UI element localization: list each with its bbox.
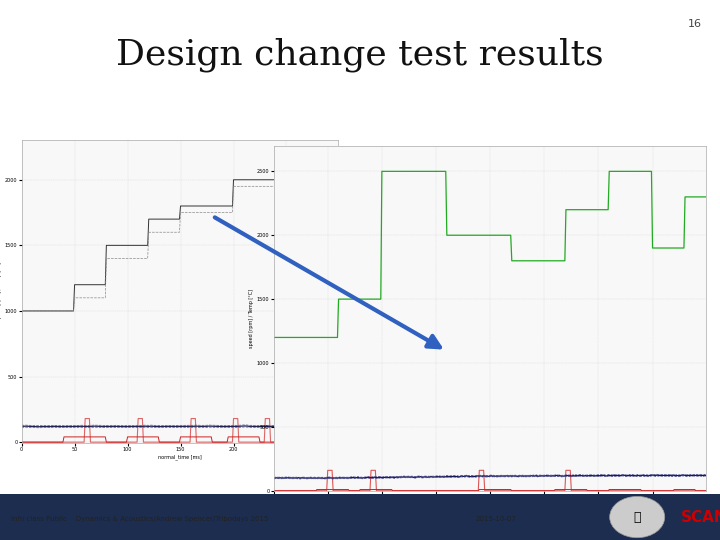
Circle shape bbox=[610, 496, 665, 538]
Text: 🦁: 🦁 bbox=[634, 510, 641, 524]
Text: Design change test results: Design change test results bbox=[116, 38, 604, 72]
Y-axis label: speed [rpm] / Temp [°C]: speed [rpm] / Temp [°C] bbox=[0, 262, 2, 321]
Y-axis label: speed [rpm] / Temp [°C]: speed [rpm] / Temp [°C] bbox=[249, 289, 254, 348]
X-axis label: normal_time [ms]: normal_time [ms] bbox=[468, 503, 511, 509]
Text: #cc0000: #cc0000 bbox=[691, 506, 720, 520]
Bar bbox=[0, 494, 720, 540]
X-axis label: normal_time [ms]: normal_time [ms] bbox=[158, 455, 202, 461]
Text: SCANIA: SCANIA bbox=[680, 510, 720, 524]
Text: 16: 16 bbox=[688, 19, 702, 29]
Text: Info class Public    Dynamics & Acoustics/Andrew Spencer/Tribodays 2015: Info class Public Dynamics & Acoustics/A… bbox=[11, 516, 268, 522]
Text: 2015-10-07: 2015-10-07 bbox=[475, 516, 516, 522]
